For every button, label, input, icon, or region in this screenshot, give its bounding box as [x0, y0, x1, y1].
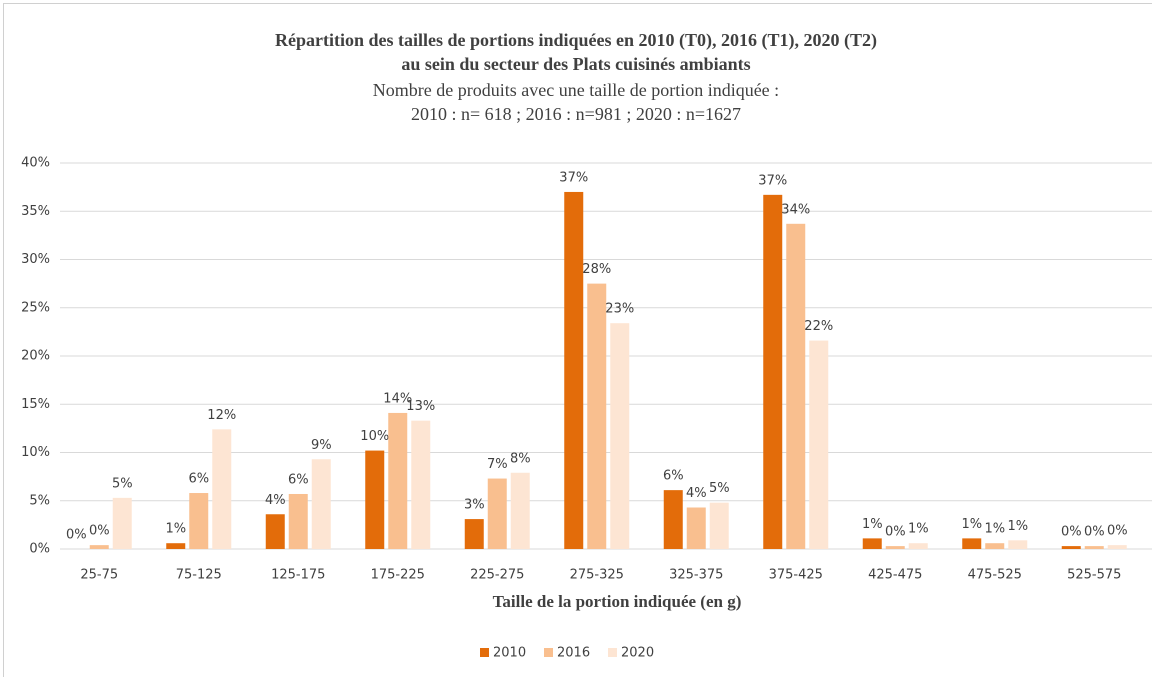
y-tick-label: 35%: [21, 204, 50, 219]
y-tick-label: 5%: [29, 493, 50, 508]
data-label: 0%: [1084, 525, 1105, 540]
data-label: 0%: [89, 524, 110, 539]
bar: [809, 340, 829, 549]
data-label: 1%: [165, 522, 186, 537]
data-label: 6%: [663, 469, 684, 484]
data-label: 6%: [188, 472, 209, 487]
bar: [763, 194, 783, 549]
bar: [212, 429, 232, 549]
y-tick-label: 20%: [21, 349, 50, 364]
bar: [709, 502, 729, 549]
data-label: 4%: [265, 493, 286, 508]
y-tick-label: 25%: [21, 300, 50, 315]
data-label: 9%: [311, 438, 332, 453]
legend-swatch: [480, 648, 489, 657]
bar: [1107, 545, 1127, 549]
bar: [1084, 546, 1104, 549]
data-label: 37%: [758, 173, 787, 188]
x-tick-label: 375-425: [769, 568, 823, 583]
data-label: 10%: [360, 429, 389, 444]
legend-swatch: [544, 648, 553, 657]
data-label: 0%: [1107, 524, 1128, 539]
chart-subtitle: 2010 : n= 618 ; 2016 : n=981 ; 2020 : n=…: [411, 104, 741, 124]
x-tick-label: 225-275: [470, 568, 524, 583]
x-tick-label: 475-525: [968, 568, 1022, 583]
x-tick-label: 525-575: [1067, 568, 1121, 583]
x-tick-label: 25-75: [80, 568, 118, 583]
bar: [1061, 546, 1081, 549]
bar: [166, 543, 186, 549]
bar: [365, 450, 385, 549]
data-label: 8%: [510, 451, 531, 466]
y-tick-label: 40%: [21, 156, 50, 171]
y-tick-label: 15%: [21, 397, 50, 412]
bar: [89, 545, 109, 549]
legend-label: 2010: [493, 646, 526, 661]
legend-swatch: [608, 648, 617, 657]
data-label: 4%: [686, 486, 707, 501]
chart-title: Répartition des tailles de portions indi…: [275, 30, 877, 51]
bar: [564, 191, 584, 549]
bar: [985, 543, 1005, 549]
data-label: 1%: [908, 522, 929, 537]
data-label: 12%: [207, 408, 236, 423]
bar: [311, 459, 331, 549]
chart-title: au sein du secteur des Plats cuisinés am…: [401, 54, 750, 74]
x-tick-label: 75-125: [176, 568, 222, 583]
data-label: 34%: [781, 202, 810, 217]
x-tick-label: 275-325: [570, 568, 624, 583]
y-tick-label: 30%: [21, 252, 50, 267]
bar: [1008, 540, 1028, 549]
x-axis-title: Taille de la portion indiquée (en g): [493, 592, 742, 611]
bar: [610, 323, 630, 549]
bar: [464, 519, 484, 549]
data-label: 23%: [605, 302, 634, 317]
bar: [786, 223, 806, 550]
bar: [962, 538, 982, 549]
x-tick-label: 175-225: [371, 568, 425, 583]
data-label: 0%: [885, 525, 906, 540]
data-label: 13%: [406, 399, 435, 414]
legend-label: 2020: [621, 646, 654, 661]
data-label: 37%: [559, 170, 588, 185]
data-label: 1%: [961, 517, 982, 532]
x-tick-label: 125-175: [271, 568, 325, 583]
data-label: 7%: [487, 457, 508, 472]
data-label: 22%: [804, 319, 833, 334]
bar: [686, 507, 706, 549]
data-label: 1%: [984, 522, 1005, 537]
x-tick-label: 425-475: [868, 568, 922, 583]
bar: [288, 493, 308, 549]
data-label: 14%: [383, 391, 412, 406]
bar: [189, 493, 209, 549]
bar: [908, 543, 928, 549]
chart-subtitle: Nombre de produits avec une taille de po…: [373, 80, 779, 100]
bar: [265, 514, 285, 549]
bar: [388, 412, 408, 549]
bar: [112, 497, 132, 549]
data-label: 6%: [288, 472, 309, 487]
x-tick-label: 325-375: [669, 568, 723, 583]
legend-label: 2016: [557, 646, 590, 661]
data-label: 28%: [582, 262, 611, 277]
data-label: 3%: [464, 498, 485, 513]
bar: [862, 538, 882, 549]
bar: [411, 420, 431, 549]
bar: [510, 472, 530, 549]
data-label: 1%: [1007, 519, 1028, 534]
y-tick-label: 0%: [29, 542, 50, 557]
bar: [885, 546, 905, 549]
bar: [663, 490, 683, 549]
data-label: 1%: [862, 517, 883, 532]
data-label: 0%: [1061, 525, 1082, 540]
data-label: 5%: [709, 481, 730, 496]
y-tick-label: 10%: [21, 445, 50, 460]
data-label: 5%: [112, 476, 133, 491]
bar: [487, 478, 507, 549]
bar: [587, 283, 607, 549]
data-label: 0%: [66, 528, 87, 543]
